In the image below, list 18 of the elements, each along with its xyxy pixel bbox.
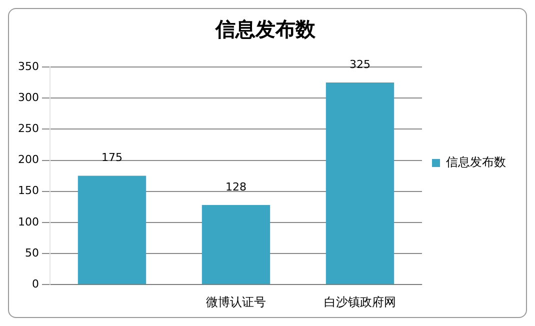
y-tick-label: 350 [18, 60, 39, 73]
x-tick-label: 微博认证号 [206, 294, 266, 309]
y-tick-label: 150 [18, 184, 39, 198]
legend-label: 信息发布数 [446, 155, 506, 170]
y-tick-label: 50 [24, 246, 39, 260]
y-tick-label: 300 [18, 90, 39, 104]
y-tick-label: 100 [18, 215, 39, 228]
y-tick-label: 200 [18, 153, 39, 166]
y-tick-label: 250 [18, 122, 39, 136]
data-label: 175 [101, 151, 122, 164]
bar [202, 205, 270, 284]
x-tick-label: 白沙镇政府网 [324, 294, 396, 309]
bar [326, 82, 394, 284]
y-tick-label: 0 [32, 277, 39, 290]
data-label: 128 [226, 180, 246, 194]
bar [78, 176, 146, 284]
chart-title: 信息发布数 [214, 17, 316, 42]
data-label: 325 [350, 58, 370, 71]
